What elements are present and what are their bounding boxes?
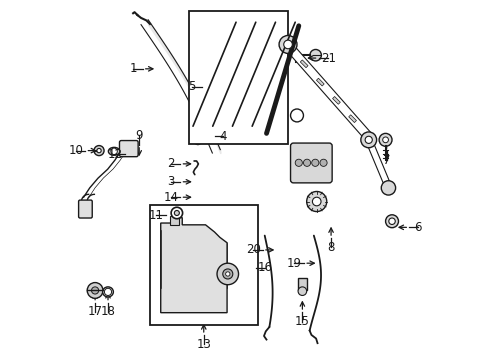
Circle shape bbox=[313, 197, 321, 206]
Text: 6: 6 bbox=[415, 221, 422, 234]
FancyBboxPatch shape bbox=[291, 143, 332, 183]
Circle shape bbox=[196, 118, 201, 124]
Ellipse shape bbox=[193, 136, 200, 145]
Ellipse shape bbox=[102, 287, 113, 297]
Circle shape bbox=[307, 192, 327, 212]
Text: 15: 15 bbox=[295, 315, 310, 328]
Circle shape bbox=[279, 36, 297, 53]
Text: 5: 5 bbox=[189, 80, 196, 93]
Polygon shape bbox=[349, 115, 356, 122]
Circle shape bbox=[171, 207, 183, 219]
Text: 14: 14 bbox=[163, 191, 178, 204]
Circle shape bbox=[194, 138, 199, 143]
Circle shape bbox=[298, 287, 307, 296]
Circle shape bbox=[284, 40, 293, 49]
FancyBboxPatch shape bbox=[120, 140, 138, 157]
Text: 17: 17 bbox=[88, 306, 102, 319]
Text: 7: 7 bbox=[383, 154, 391, 167]
Polygon shape bbox=[161, 218, 227, 313]
Circle shape bbox=[87, 283, 103, 298]
Circle shape bbox=[303, 159, 311, 166]
Text: 9: 9 bbox=[135, 129, 143, 142]
Circle shape bbox=[381, 181, 395, 195]
Text: 3: 3 bbox=[167, 175, 174, 188]
Polygon shape bbox=[317, 78, 324, 86]
Text: 18: 18 bbox=[100, 306, 116, 319]
Text: 8: 8 bbox=[327, 240, 335, 253]
Circle shape bbox=[291, 109, 303, 122]
Bar bbox=[190, 12, 288, 144]
Circle shape bbox=[310, 49, 321, 61]
Polygon shape bbox=[333, 96, 341, 104]
Circle shape bbox=[94, 145, 104, 156]
Ellipse shape bbox=[108, 147, 120, 155]
Circle shape bbox=[104, 288, 112, 296]
Bar bbox=[150, 205, 258, 325]
Polygon shape bbox=[285, 42, 372, 140]
Circle shape bbox=[383, 137, 389, 143]
Circle shape bbox=[365, 136, 372, 143]
Circle shape bbox=[223, 269, 233, 279]
Ellipse shape bbox=[194, 117, 202, 125]
FancyBboxPatch shape bbox=[78, 200, 92, 218]
Polygon shape bbox=[170, 216, 179, 225]
Circle shape bbox=[217, 263, 239, 285]
Circle shape bbox=[97, 148, 101, 153]
Circle shape bbox=[379, 134, 392, 146]
Text: 19: 19 bbox=[287, 257, 302, 270]
Text: 4: 4 bbox=[220, 130, 227, 143]
Text: 12: 12 bbox=[108, 148, 122, 161]
Bar bbox=[298, 278, 307, 291]
Circle shape bbox=[361, 132, 377, 148]
Text: 11: 11 bbox=[149, 209, 164, 222]
Polygon shape bbox=[300, 60, 308, 68]
Text: 21: 21 bbox=[320, 51, 336, 64]
Text: 16: 16 bbox=[258, 261, 273, 274]
Circle shape bbox=[295, 159, 302, 166]
Circle shape bbox=[312, 159, 319, 166]
Circle shape bbox=[225, 272, 230, 276]
Circle shape bbox=[111, 148, 117, 154]
Text: 20: 20 bbox=[246, 243, 261, 256]
Circle shape bbox=[320, 159, 327, 166]
Polygon shape bbox=[366, 139, 392, 188]
Text: 13: 13 bbox=[196, 338, 211, 351]
Circle shape bbox=[386, 215, 398, 228]
Circle shape bbox=[208, 127, 218, 136]
Text: 2: 2 bbox=[167, 157, 174, 170]
Text: 10: 10 bbox=[68, 144, 83, 157]
Text: 1: 1 bbox=[129, 62, 137, 75]
Circle shape bbox=[389, 218, 395, 225]
Circle shape bbox=[92, 287, 98, 294]
Circle shape bbox=[174, 211, 179, 216]
